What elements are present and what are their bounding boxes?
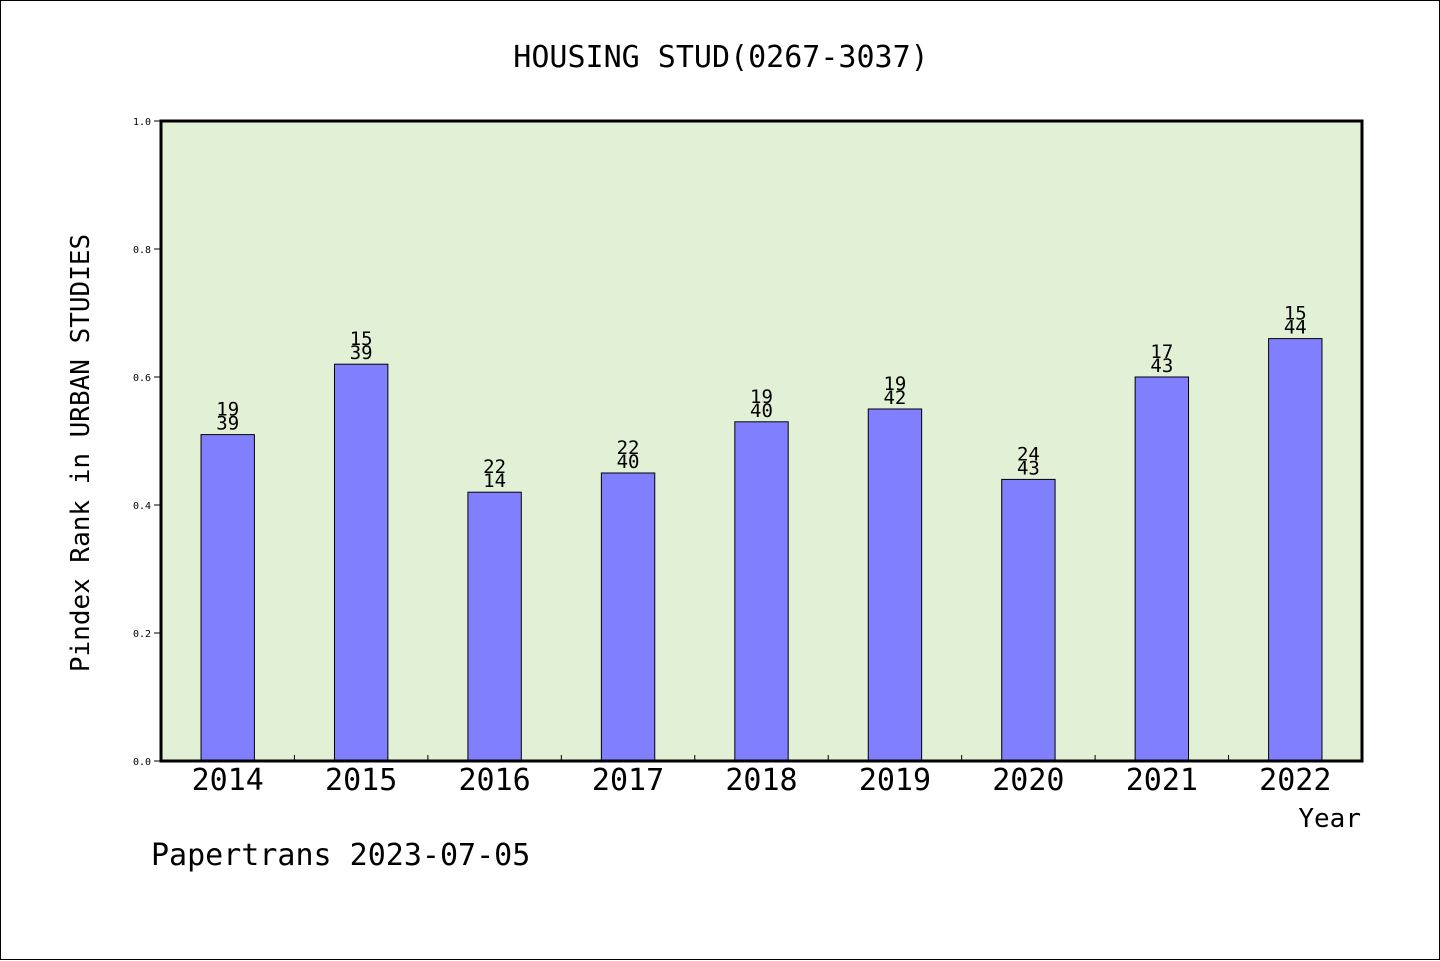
bar-label-top-2022: 15 bbox=[1284, 303, 1307, 325]
bar-label-top-2017: 22 bbox=[617, 437, 640, 459]
bar-2022 bbox=[1268, 338, 1323, 762]
bar-label-top-2018: 19 bbox=[750, 386, 773, 408]
bar-label-bottom-2020: 43 bbox=[1017, 457, 1040, 479]
x-tick-label-2014: 2014 bbox=[192, 763, 264, 798]
bar-2019 bbox=[867, 408, 923, 762]
x-tick-label-2016: 2016 bbox=[458, 763, 530, 798]
y-tick-label-0.0: 0.0 bbox=[133, 757, 151, 768]
bar-label-bottom-2019: 42 bbox=[883, 387, 906, 409]
plot-frame bbox=[159, 119, 1364, 763]
bar-2015 bbox=[333, 363, 389, 762]
footer-credit: Papertrans 2023-07-05 bbox=[151, 838, 530, 873]
bar-2021 bbox=[1134, 376, 1190, 762]
bar-label-top-2019: 19 bbox=[883, 373, 906, 395]
x-tick-label-2019: 2019 bbox=[859, 763, 931, 798]
y-tick-label-0.2: 0.2 bbox=[133, 629, 151, 640]
bar-label-bottom-2017: 40 bbox=[617, 451, 640, 473]
y-tick-label-0.6: 0.6 bbox=[133, 373, 151, 384]
bar-label-bottom-2016: 14 bbox=[483, 470, 506, 492]
bar-label-top-2016: 22 bbox=[483, 456, 506, 478]
bar-2020 bbox=[1001, 478, 1056, 762]
bar-label-top-2021: 17 bbox=[1150, 341, 1173, 363]
x-tick-label-2022: 2022 bbox=[1259, 763, 1331, 798]
bar-2016 bbox=[467, 491, 522, 762]
y-axis-label: Pindex Rank in URBAN STUDIES bbox=[66, 234, 96, 672]
chart-title: HOUSING STUD(0267-3037) bbox=[513, 40, 928, 75]
x-tick-label-2021: 2021 bbox=[1126, 763, 1198, 798]
y-tick-label-1.0: 1.0 bbox=[133, 117, 151, 128]
bar-label-bottom-2021: 43 bbox=[1150, 355, 1173, 377]
x-tick-label-2017: 2017 bbox=[592, 763, 664, 798]
bar-2017 bbox=[600, 472, 656, 762]
bar-label-top-2020: 24 bbox=[1017, 443, 1040, 465]
y-tick-label-0.4: 0.4 bbox=[133, 501, 151, 512]
bar-label-bottom-2022: 44 bbox=[1284, 317, 1307, 339]
x-axis-ticks: 2014 2015 2016 2017 2018 2019 2020 2021 2022 bbox=[192, 755, 1331, 798]
x-axis-label: Year bbox=[1298, 804, 1361, 834]
bar-label-bottom-2014: 39 bbox=[216, 413, 239, 435]
x-tick-label-2015: 2015 bbox=[325, 763, 397, 798]
bar-2014 bbox=[200, 434, 255, 762]
bar-label-top-2014: 19 bbox=[216, 399, 239, 421]
x-tick-label-2018: 2018 bbox=[725, 763, 797, 798]
bars-layer bbox=[200, 338, 1323, 762]
bar-label-bottom-2015: 39 bbox=[350, 342, 373, 364]
y-tick-label-0.8: 0.8 bbox=[133, 245, 151, 256]
bar-label-top-2015: 15 bbox=[350, 328, 373, 350]
bar-2018 bbox=[734, 421, 789, 762]
x-tick-label-2020: 2020 bbox=[992, 763, 1064, 798]
bar-label-bottom-2018: 40 bbox=[750, 400, 773, 422]
y-axis-ticks: 0.0 0.2 0.4 0.6 0.8 1.0 bbox=[133, 117, 161, 768]
